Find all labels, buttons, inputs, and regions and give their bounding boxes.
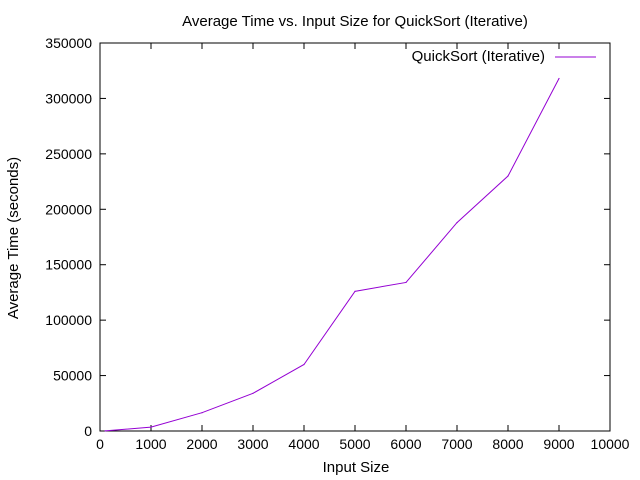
data-point bbox=[252, 392, 254, 394]
data-point bbox=[201, 412, 203, 414]
series-group bbox=[104, 77, 560, 432]
data-point bbox=[405, 281, 407, 284]
y-tick-label: 100000 bbox=[45, 312, 92, 328]
data-point bbox=[150, 426, 152, 428]
y-tick-label: 300000 bbox=[45, 90, 92, 106]
y-axis-tick-labels: 0 50000 100000 150000 200000 250000 300000 3500… bbox=[45, 35, 92, 439]
y-axis-title: Average Time (seconds) bbox=[5, 157, 22, 319]
y-tick-label: 350000 bbox=[45, 35, 92, 51]
x-axis-ticks bbox=[99, 43, 611, 431]
data-point bbox=[303, 363, 305, 366]
data-point bbox=[558, 77, 560, 80]
chart-title: Average Time vs. Input Size for QuickSor… bbox=[182, 13, 528, 30]
y-tick-label: 150000 bbox=[45, 257, 92, 273]
x-tick-label: 10000 bbox=[591, 436, 630, 452]
x-tick-label: 7000 bbox=[441, 436, 472, 452]
y-tick-label: 50000 bbox=[53, 368, 92, 384]
x-tick-label: 0 bbox=[96, 436, 104, 452]
data-point bbox=[354, 290, 356, 292]
y-tick-label: 0 bbox=[84, 423, 92, 439]
x-tick-label: 3000 bbox=[237, 436, 268, 452]
series-line bbox=[105, 78, 560, 432]
x-axis-title: Input Size bbox=[323, 459, 390, 476]
y-tick-label: 250000 bbox=[45, 146, 92, 162]
data-point bbox=[507, 175, 509, 177]
y-axis-ticks bbox=[100, 42, 610, 432]
x-tick-label: 2000 bbox=[186, 436, 217, 452]
data-point bbox=[456, 221, 458, 224]
x-tick-label: 4000 bbox=[288, 436, 319, 452]
x-tick-label: 6000 bbox=[390, 436, 421, 452]
x-axis-tick-labels: 0 1000 2000 3000 4000 5000 6000 7000 8000 9000 100… bbox=[96, 436, 630, 452]
x-tick-label: 9000 bbox=[543, 436, 574, 452]
x-tick-label: 1000 bbox=[135, 436, 166, 452]
legend-label: QuickSort (Iterative) bbox=[412, 48, 545, 65]
x-tick-label: 5000 bbox=[339, 436, 370, 452]
data-point bbox=[104, 430, 106, 432]
x-tick-label: 8000 bbox=[492, 436, 523, 452]
legend: QuickSort (Iterative) bbox=[412, 48, 596, 65]
y-tick-label: 200000 bbox=[45, 201, 92, 217]
plot-area-frame bbox=[99, 42, 611, 432]
